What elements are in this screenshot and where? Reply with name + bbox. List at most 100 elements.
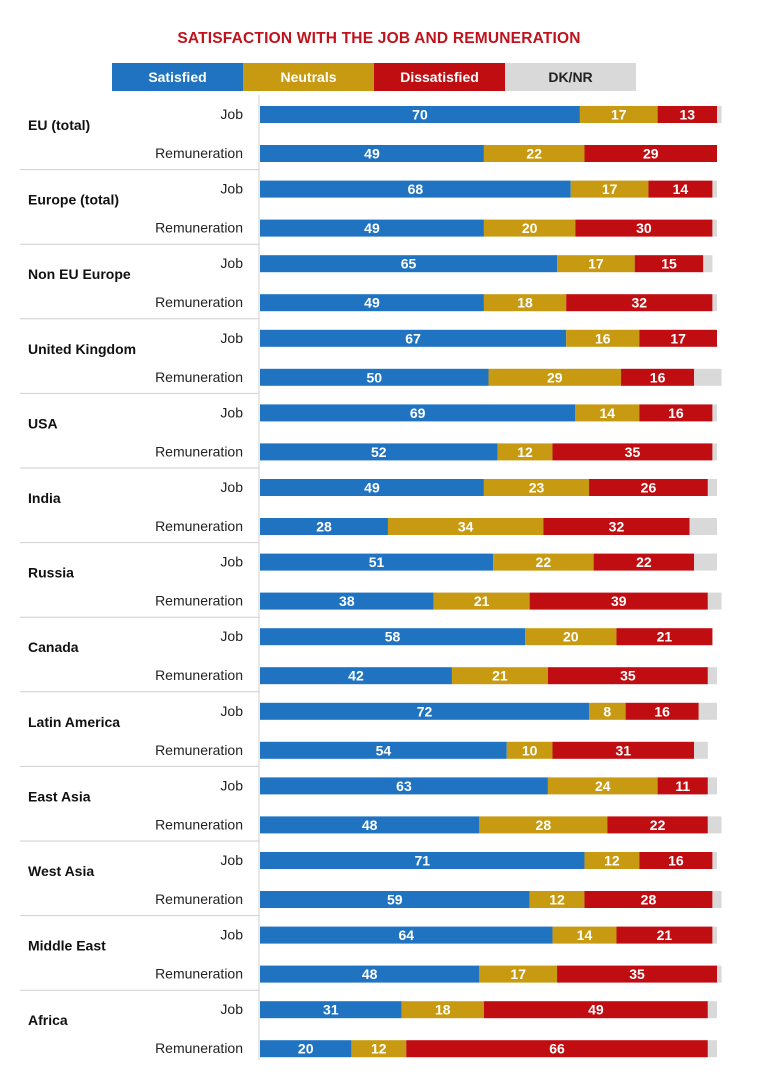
bar-segment: [260, 106, 580, 123]
data-label: 38: [339, 593, 355, 609]
row-label: Remuneration: [155, 593, 243, 609]
data-label: 71: [414, 853, 430, 869]
data-label: 26: [641, 480, 657, 496]
data-label: 63: [396, 778, 412, 794]
bar-segment: [260, 553, 494, 571]
bar-segment: [406, 1040, 708, 1058]
bar-segment: [557, 965, 717, 983]
row-label: Remuneration: [155, 742, 243, 758]
bar-segment: [707, 479, 717, 496]
row-label: Remuneration: [155, 294, 243, 310]
bar-segment: [575, 219, 713, 237]
data-label: 28: [641, 892, 657, 908]
bar-segment: [483, 294, 567, 312]
data-label: 17: [510, 966, 526, 982]
bar-segment: [260, 965, 480, 983]
data-label: 31: [616, 742, 632, 758]
data-label: 67: [405, 330, 421, 346]
bar-segment: [712, 891, 722, 908]
data-label: 29: [643, 146, 659, 162]
bar-segment: [260, 741, 507, 759]
data-label: 16: [654, 703, 670, 719]
data-label: 49: [364, 295, 380, 311]
row-label: Remuneration: [155, 891, 243, 907]
data-label: 12: [604, 853, 620, 869]
bar-segment: [260, 816, 480, 834]
data-label: 12: [517, 444, 533, 460]
bar-segment: [483, 1001, 708, 1019]
bar-segment: [260, 667, 452, 685]
bar-segment: [634, 255, 704, 273]
data-label: 22: [636, 554, 652, 570]
bar-segment: [260, 329, 567, 347]
data-label: 16: [650, 369, 666, 385]
bar-segment: [543, 518, 690, 535]
group-label: Canada: [28, 639, 79, 655]
bar-segment: [570, 180, 649, 198]
bar-segment: [712, 926, 717, 944]
bar-segment: [260, 628, 526, 646]
bar-segment: [707, 1040, 717, 1058]
row-label: Remuneration: [155, 816, 243, 832]
row-label: Remuneration: [155, 667, 243, 683]
data-label: 39: [611, 593, 627, 609]
bar-segment: [698, 702, 717, 720]
bar-segment: [584, 852, 640, 869]
data-label: 14: [577, 927, 593, 943]
bar-segment: [579, 106, 658, 123]
bar-segment: [260, 926, 553, 944]
group-label: Russia: [28, 565, 74, 581]
bar-segment: [707, 592, 722, 610]
row-label: Job: [220, 181, 243, 197]
bar-segment: [712, 404, 717, 422]
bar-segment: [639, 852, 713, 869]
bar-segment: [717, 106, 722, 123]
bar-segment: [260, 294, 484, 312]
data-label: 28: [536, 817, 552, 833]
bar-segment: [616, 926, 713, 944]
data-label: 22: [650, 817, 666, 833]
bar-segment: [712, 443, 717, 461]
group-label: East Asia: [28, 788, 91, 804]
data-label: 28: [316, 519, 332, 535]
data-label: 49: [364, 480, 380, 496]
bar-segment: [593, 553, 695, 571]
bar-segment: [479, 965, 558, 983]
bar-segment: [260, 592, 434, 610]
data-label: 24: [595, 778, 611, 794]
data-label: 66: [549, 1041, 565, 1057]
bar-segment: [625, 702, 699, 720]
data-label: 48: [362, 817, 378, 833]
bar-segment: [694, 741, 708, 759]
group-label: Latin America: [28, 714, 120, 730]
row-label: Remuneration: [155, 966, 243, 982]
bar-segment: [552, 926, 617, 944]
data-label: 11: [675, 778, 690, 794]
bar-segment: [712, 852, 717, 869]
data-label: 21: [474, 593, 490, 609]
data-label: 18: [517, 295, 533, 311]
data-label: 20: [563, 629, 579, 645]
bar-segment: [584, 891, 713, 908]
bar-segment: [707, 1001, 717, 1019]
row-label: Remuneration: [155, 369, 243, 385]
bar-segment: [703, 255, 713, 273]
data-label: 49: [364, 220, 380, 236]
bar-segment: [506, 741, 553, 759]
row-label: Job: [220, 777, 243, 793]
data-label: 51: [369, 554, 385, 570]
bar-segment: [260, 219, 484, 237]
bar-segment: [497, 443, 553, 461]
data-label: 42: [348, 668, 364, 684]
data-label: 35: [625, 444, 641, 460]
bar-segment: [483, 479, 590, 496]
bar-segment: [493, 553, 594, 571]
bar-segment: [483, 145, 585, 162]
row-label: Job: [220, 927, 243, 943]
bar-segment: [552, 443, 713, 461]
row-label: Job: [220, 255, 243, 271]
data-label: 21: [492, 668, 508, 684]
data-label: 21: [657, 629, 673, 645]
data-label: 65: [401, 256, 417, 272]
